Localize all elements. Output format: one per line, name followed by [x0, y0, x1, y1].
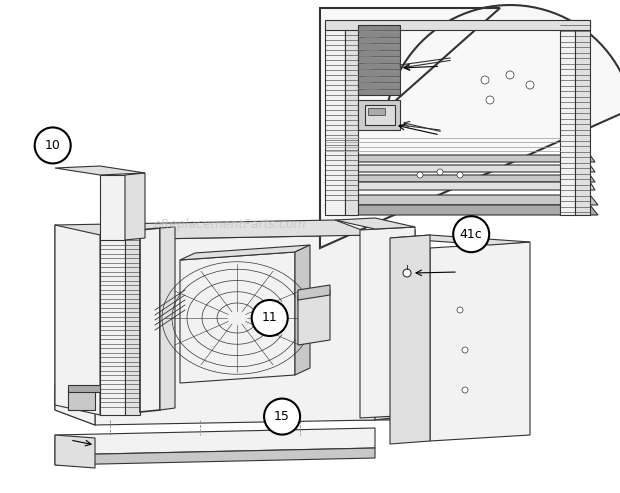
- Polygon shape: [375, 230, 415, 420]
- Text: eReplacementParts.com: eReplacementParts.com: [153, 218, 306, 231]
- Circle shape: [35, 127, 71, 164]
- Polygon shape: [325, 165, 595, 172]
- Polygon shape: [430, 242, 530, 441]
- Polygon shape: [360, 227, 415, 418]
- Text: 41c: 41c: [460, 228, 482, 241]
- Text: 15: 15: [274, 410, 290, 423]
- Polygon shape: [55, 428, 375, 455]
- Text: 11: 11: [262, 312, 278, 324]
- Circle shape: [252, 300, 288, 336]
- Polygon shape: [125, 235, 140, 415]
- Polygon shape: [325, 155, 595, 162]
- Circle shape: [453, 216, 489, 252]
- Polygon shape: [390, 235, 530, 245]
- Circle shape: [481, 76, 489, 84]
- Polygon shape: [358, 25, 400, 95]
- Polygon shape: [55, 225, 100, 415]
- Polygon shape: [140, 228, 160, 412]
- Circle shape: [417, 172, 423, 178]
- Text: 10: 10: [45, 139, 61, 152]
- Circle shape: [457, 172, 463, 178]
- Polygon shape: [325, 195, 598, 205]
- Polygon shape: [55, 385, 415, 405]
- Circle shape: [403, 269, 411, 277]
- Circle shape: [457, 307, 463, 313]
- Circle shape: [506, 71, 514, 79]
- Polygon shape: [325, 20, 590, 30]
- Polygon shape: [325, 205, 598, 215]
- Polygon shape: [298, 285, 330, 300]
- Polygon shape: [55, 166, 145, 175]
- Polygon shape: [68, 390, 95, 410]
- Polygon shape: [325, 25, 345, 215]
- Polygon shape: [55, 220, 375, 240]
- Polygon shape: [95, 235, 375, 425]
- Polygon shape: [100, 235, 125, 415]
- Polygon shape: [358, 100, 400, 130]
- Polygon shape: [55, 405, 415, 420]
- Polygon shape: [368, 108, 385, 115]
- Polygon shape: [320, 5, 620, 248]
- Polygon shape: [160, 227, 175, 410]
- Polygon shape: [560, 20, 575, 215]
- Polygon shape: [335, 218, 415, 229]
- Polygon shape: [575, 20, 590, 215]
- Polygon shape: [55, 448, 375, 465]
- Polygon shape: [298, 290, 330, 345]
- Polygon shape: [55, 435, 95, 468]
- Polygon shape: [365, 105, 395, 125]
- Polygon shape: [55, 385, 95, 425]
- Circle shape: [462, 347, 468, 353]
- Polygon shape: [390, 235, 430, 444]
- Polygon shape: [180, 245, 310, 260]
- Circle shape: [486, 96, 494, 104]
- Circle shape: [462, 387, 468, 393]
- Polygon shape: [180, 252, 295, 383]
- Polygon shape: [125, 173, 145, 240]
- Circle shape: [264, 398, 300, 435]
- Polygon shape: [55, 225, 95, 425]
- Polygon shape: [68, 385, 100, 392]
- Polygon shape: [325, 175, 595, 182]
- Polygon shape: [100, 175, 125, 240]
- Polygon shape: [295, 245, 310, 375]
- Polygon shape: [345, 25, 358, 215]
- Circle shape: [437, 169, 443, 175]
- Circle shape: [526, 81, 534, 89]
- Polygon shape: [325, 182, 595, 190]
